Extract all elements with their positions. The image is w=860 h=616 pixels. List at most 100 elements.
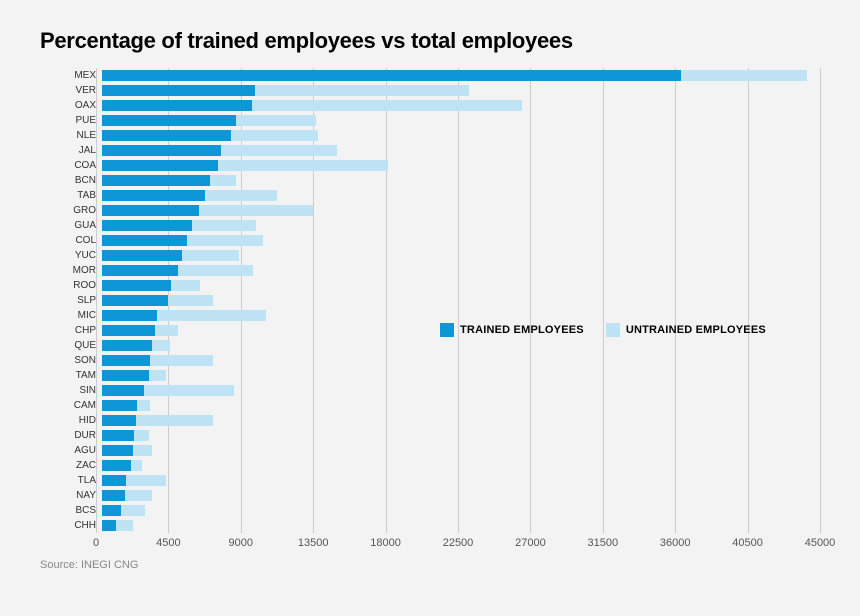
bar-trained <box>102 235 187 246</box>
chart-row: QUE <box>40 338 820 353</box>
chart-row: CHH <box>40 518 820 533</box>
y-axis-label: YUC <box>40 251 102 261</box>
y-axis-label: COA <box>40 161 102 171</box>
y-axis-label: AGU <box>40 446 102 456</box>
y-axis-label: TAM <box>40 371 102 381</box>
chart-row: SON <box>40 353 820 368</box>
bar-trained <box>102 115 236 126</box>
y-axis-label: JAL <box>40 146 102 156</box>
bar-cell <box>102 308 820 323</box>
bar-cell <box>102 353 820 368</box>
y-axis-label: NAY <box>40 491 102 501</box>
chart-row: GUA <box>40 218 820 233</box>
bar-trained <box>102 370 149 381</box>
bar-untrained <box>205 190 277 201</box>
bar-untrained <box>131 460 142 471</box>
y-axis-label: GUA <box>40 221 102 231</box>
y-axis-label: MEX <box>40 71 102 81</box>
y-axis-label: ZAC <box>40 461 102 471</box>
chart-row: GRO <box>40 203 820 218</box>
bar-untrained <box>116 520 132 531</box>
bar-chart: MEX VER OAX PUE NLE JAL COA BCN TABGRO GUA COL YUC M… <box>40 68 820 553</box>
y-axis-label: CAM <box>40 401 102 411</box>
bar-cell <box>102 158 820 173</box>
x-axis-tick: 13500 <box>298 537 329 549</box>
bar-cell <box>102 338 820 353</box>
x-axis-tick: 22500 <box>443 537 474 549</box>
bar-trained <box>102 265 178 276</box>
bar-untrained <box>171 280 200 291</box>
x-axis-tick: 31500 <box>588 537 619 549</box>
legend-item: TRAINED EMPLOYEES <box>440 323 584 337</box>
bar-trained <box>102 490 125 501</box>
bar-untrained <box>149 370 167 381</box>
bar-untrained <box>121 505 145 516</box>
y-axis-label: QUE <box>40 341 102 351</box>
bar-cell <box>102 398 820 413</box>
y-axis-label: MIC <box>40 311 102 321</box>
chart-row: AGU <box>40 443 820 458</box>
chart-title: Percentage of trained employees vs total… <box>40 28 820 54</box>
bar-cell <box>102 293 820 308</box>
bar-cell <box>102 278 820 293</box>
chart-row: COA <box>40 158 820 173</box>
gridline <box>820 68 821 533</box>
gridline <box>96 68 97 533</box>
bar-cell <box>102 233 820 248</box>
bar-untrained <box>144 385 234 396</box>
legend-swatch <box>440 323 454 337</box>
bar-cell <box>102 368 820 383</box>
chart-row: YUC <box>40 248 820 263</box>
bar-cell <box>102 188 820 203</box>
bar-trained <box>102 160 218 171</box>
chart-row: PUE <box>40 113 820 128</box>
bar-cell <box>102 518 820 533</box>
y-axis-label: BCN <box>40 176 102 186</box>
bar-trained <box>102 505 121 516</box>
chart-row: TAB <box>40 188 820 203</box>
legend-item: UNTRAINED EMPLOYEES <box>606 323 766 337</box>
bar-trained <box>102 385 144 396</box>
bar-trained <box>102 430 134 441</box>
bar-cell <box>102 68 820 83</box>
bar-untrained <box>187 235 263 246</box>
bar-untrained <box>150 355 213 366</box>
legend-label: TRAINED EMPLOYEES <box>460 324 584 336</box>
bar-untrained <box>199 205 313 216</box>
bar-trained <box>102 295 168 306</box>
bar-cell <box>102 458 820 473</box>
bar-untrained <box>192 220 256 231</box>
bar-cell <box>102 473 820 488</box>
chart-container: Percentage of trained employees vs total… <box>0 0 860 616</box>
bar-untrained <box>210 175 236 186</box>
bar-cell <box>102 218 820 233</box>
bar-trained <box>102 400 137 411</box>
bar-trained <box>102 220 192 231</box>
bar-trained <box>102 130 231 141</box>
chart-row: DUR <box>40 428 820 443</box>
y-axis-label: ROO <box>40 281 102 291</box>
x-axis-tick: 40500 <box>732 537 763 549</box>
y-axis-label: OAX <box>40 101 102 111</box>
bar-cell <box>102 98 820 113</box>
y-axis-label: CHP <box>40 326 102 336</box>
bar-trained <box>102 415 136 426</box>
bar-cell <box>102 443 820 458</box>
bar-untrained <box>137 400 150 411</box>
y-axis-label: NLE <box>40 131 102 141</box>
chart-row: NAY <box>40 488 820 503</box>
bar-trained <box>102 460 131 471</box>
bar-trained <box>102 340 152 351</box>
chart-row: COL <box>40 233 820 248</box>
bar-trained <box>102 520 116 531</box>
bar-cell <box>102 203 820 218</box>
y-axis-label: HID <box>40 416 102 426</box>
bar-trained <box>102 280 171 291</box>
bar-trained <box>102 175 210 186</box>
chart-row: CAM <box>40 398 820 413</box>
chart-row: JAL <box>40 143 820 158</box>
bar-untrained <box>126 475 166 486</box>
y-axis-label: VER <box>40 86 102 96</box>
bar-trained <box>102 145 221 156</box>
y-axis-label: SLP <box>40 296 102 306</box>
